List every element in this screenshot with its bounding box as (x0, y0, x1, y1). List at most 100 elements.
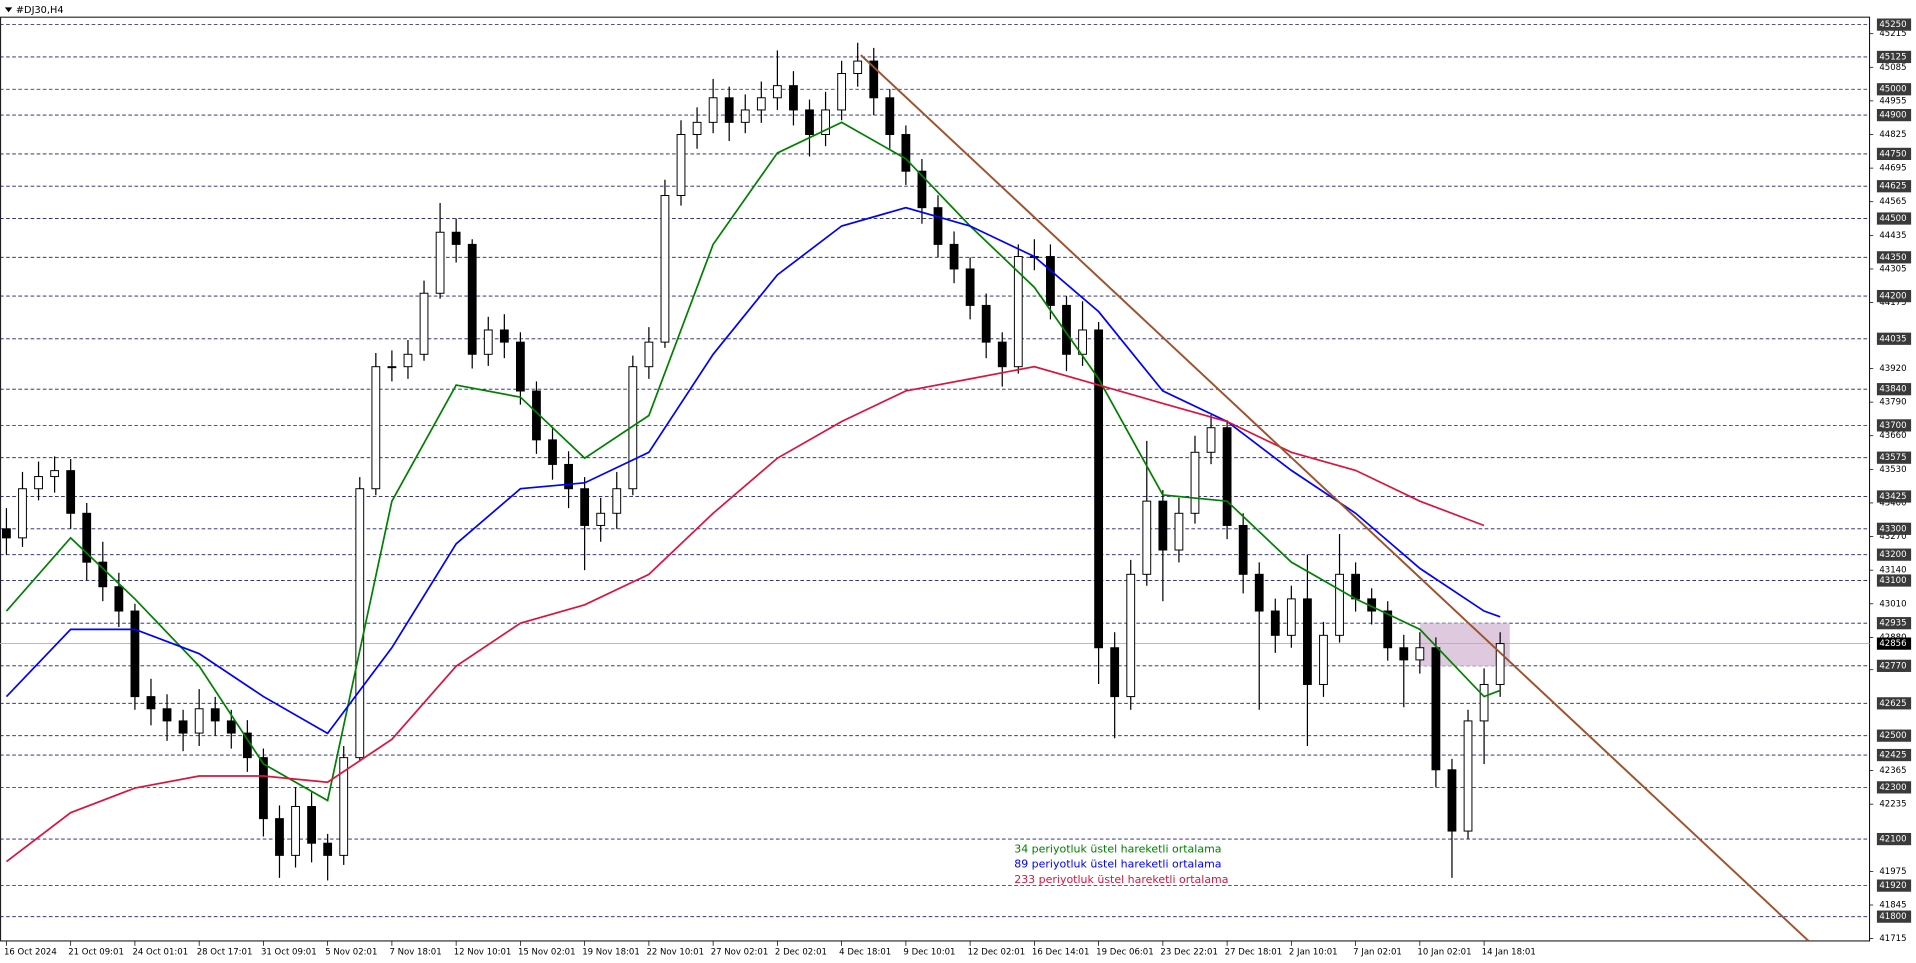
candle-body (564, 463, 573, 490)
moving-average (5, 365, 1485, 863)
level-label: 44200 (1879, 292, 1906, 302)
candle-body (1399, 647, 1409, 661)
candle-body (1479, 683, 1489, 722)
candle-body (451, 231, 461, 245)
level-label: 44900 (1879, 111, 1906, 121)
level-label-box (1876, 781, 1912, 794)
level-label-box (1876, 659, 1912, 672)
candle-body (403, 353, 413, 368)
candle-body (853, 60, 863, 74)
candle-body (275, 818, 284, 856)
candle-body (226, 720, 236, 734)
candle-body (2, 528, 11, 539)
level-label-box (1876, 419, 1912, 432)
level-label-box (1876, 332, 1912, 345)
x-tick-label: 12 Dec 02:01 (968, 947, 1025, 957)
level-label: 42935 (1879, 619, 1906, 629)
candle-body (981, 304, 991, 343)
x-tick-label: 2 Dec 02:01 (775, 947, 827, 957)
menu-arrow[interactable] (4, 7, 13, 13)
level-label: 45250 (1879, 20, 1906, 30)
candle-body (949, 243, 959, 270)
candle-body (965, 268, 975, 306)
x-tick-label: 24 Oct 01:01 (132, 947, 188, 957)
y-tick-label: 44175 (1879, 298, 1906, 308)
y-tick-label: 43660 (1879, 431, 1906, 441)
level-label: 42500 (1879, 731, 1906, 741)
level-label-box (1876, 697, 1912, 710)
candle-body (66, 470, 76, 514)
candle-body (1431, 647, 1441, 771)
level-label-box (1876, 180, 1912, 193)
candle-body (1351, 573, 1360, 600)
candle-body (1190, 451, 1200, 514)
candle-body (1062, 304, 1071, 355)
candle-body (580, 488, 590, 526)
moving-average (5, 121, 1501, 802)
candle-body (1013, 256, 1023, 368)
level-label: 43200 (1879, 550, 1906, 560)
x-tick-label: 21 Oct 09:01 (68, 947, 124, 957)
candle-body (997, 341, 1007, 368)
level-label-box (1876, 729, 1912, 742)
candle-body (339, 757, 349, 856)
level-label: 42770 (1879, 661, 1906, 671)
candle-body (901, 134, 911, 172)
level-label-box (1876, 212, 1912, 225)
moving-average (5, 206, 1501, 735)
y-tick-label: 44305 (1879, 264, 1906, 274)
candle-body (34, 476, 43, 490)
candle-body (676, 134, 686, 197)
candle-body (1447, 769, 1457, 832)
candle-body (1222, 427, 1232, 526)
level-label-box (1876, 83, 1912, 96)
level-label-box (1876, 522, 1912, 535)
candle-body (146, 696, 156, 710)
level-label: 41800 (1879, 912, 1906, 922)
y-tick-label: 43920 (1879, 364, 1906, 374)
x-tick-label: 28 Oct 17:01 (197, 947, 253, 957)
level-label: 42100 (1879, 835, 1906, 845)
level-label: 42625 (1879, 699, 1906, 709)
level-label: 43425 (1879, 492, 1906, 502)
candle-body (1254, 573, 1264, 612)
x-tick-label: 22 Nov 10:01 (646, 947, 704, 957)
candle-body (114, 586, 124, 612)
y-tick-label: 45215 (1879, 29, 1906, 39)
candle-body (740, 109, 750, 123)
candle-body (708, 97, 718, 123)
level-label-box (1876, 451, 1912, 464)
level-label-box (1876, 251, 1912, 264)
candle-body (371, 366, 381, 490)
level-label: 45125 (1879, 52, 1906, 62)
candle-body (1495, 643, 1505, 685)
level-label: 43300 (1879, 524, 1906, 534)
level-label-box (1876, 879, 1912, 892)
y-tick-label: 43790 (1879, 398, 1906, 408)
x-tick-label: 16 Dec 14:01 (1032, 947, 1089, 957)
candle-body (837, 72, 847, 111)
level-label-box (1876, 50, 1912, 64)
x-tick-label: 14 Jan 18:01 (1482, 947, 1536, 957)
candle-body (644, 341, 654, 368)
chart-title: #DJ30,H4 (16, 5, 64, 16)
y-tick-label: 44955 (1879, 96, 1906, 106)
candle-body (82, 512, 92, 563)
candle-body (1158, 500, 1168, 551)
x-tick-label: 10 Jan 02:01 (1417, 947, 1471, 957)
candle-body (772, 85, 782, 99)
level-label-box (1876, 832, 1912, 846)
candle-body (1206, 427, 1216, 453)
level-label: 45000 (1879, 85, 1906, 95)
x-tick-label: 15 Nov 02:01 (518, 947, 576, 957)
level-label: 44350 (1879, 253, 1906, 263)
y-tick-label: 41975 (1879, 867, 1906, 877)
x-tick-label: 19 Dec 06:01 (1096, 947, 1153, 957)
candle-body (1046, 256, 1055, 306)
level-label: 42300 (1879, 783, 1906, 793)
x-tick-label: 4 Dec 18:01 (839, 947, 891, 957)
x-tick-label: 7 Nov 18:01 (389, 947, 441, 957)
candle-body (1463, 720, 1473, 832)
candle-body (789, 85, 798, 111)
